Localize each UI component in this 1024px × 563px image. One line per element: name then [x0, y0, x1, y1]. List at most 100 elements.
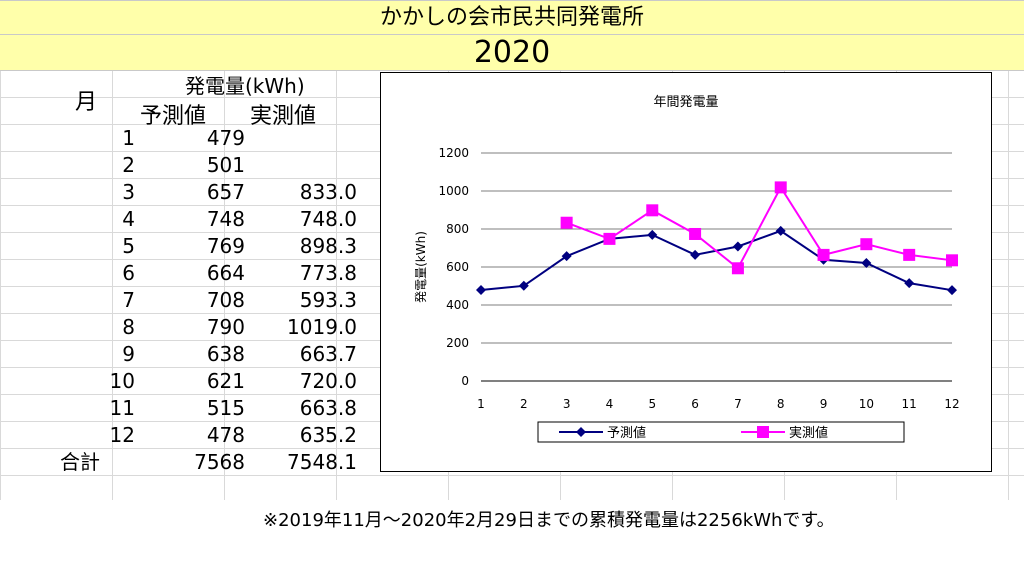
data-point	[775, 225, 786, 236]
table-row: 8 790 1019.0	[25, 314, 360, 341]
actual-cell: 635.2	[299, 423, 357, 447]
actual-cell: 663.7	[299, 342, 357, 366]
month-cell: 5	[122, 234, 135, 258]
table-rows: 1 479 2 501 3 657 833.0 4 748 748.0 5 769 898.3 …	[25, 125, 360, 476]
predicted-cell: 748	[206, 207, 245, 231]
page-title: かかしの会市民共同発電所	[0, 0, 1024, 36]
table-row: 11 515 663.8	[25, 395, 360, 422]
chart-title: 年間発電量	[653, 95, 719, 110]
month-cell: 9	[122, 342, 135, 366]
x-tick-label: 5	[648, 397, 656, 411]
predicted-header: 予測値	[140, 104, 207, 129]
actual-cell: 748.0	[299, 207, 357, 231]
y-tick-label: 1200	[438, 146, 469, 160]
data-point	[518, 280, 529, 291]
predicted-cell: 790	[206, 315, 245, 339]
month-cell: 6	[122, 261, 135, 285]
x-tick-label: 10	[859, 397, 874, 411]
x-tick-label: 3	[563, 397, 571, 411]
x-tick-label: 2	[520, 397, 528, 411]
x-tick-label: 4	[606, 397, 614, 411]
y-axis-label: 発電量(kWh)	[414, 231, 428, 303]
month-cell: 10	[109, 369, 135, 393]
table-row: 2 501	[25, 152, 360, 179]
actual-cell: 663.8	[299, 396, 357, 420]
data-point	[732, 241, 743, 252]
legend-label: 実測値	[789, 425, 828, 441]
predicted-cell: 478	[206, 423, 245, 447]
actual-cell: 833.0	[299, 180, 357, 204]
data-point	[561, 251, 572, 262]
data-point	[903, 248, 916, 261]
series-line	[566, 185, 953, 270]
predicted-cell: 638	[206, 342, 245, 366]
table-row: 9 638 663.7	[25, 341, 360, 368]
generation-header: 発電量(kWh)	[185, 74, 305, 98]
predicted-cell: 501	[206, 153, 245, 177]
month-cell: 11	[109, 396, 135, 420]
table-row: 4 748 748.0	[25, 206, 360, 233]
data-point	[774, 181, 787, 194]
x-tick-label: 1	[477, 397, 485, 411]
month-cell: 7	[122, 288, 135, 312]
y-tick-label: 400	[446, 298, 469, 312]
cumulative-note: ※2019年11月～2020年2月29日までの累積発電量は2256kWhです。	[263, 510, 835, 531]
data-point	[817, 248, 830, 261]
table-row: 10 621 720.0	[25, 368, 360, 395]
data-point	[946, 254, 958, 267]
predicted-cell: 769	[206, 234, 245, 258]
legend-marker	[757, 426, 769, 438]
x-tick-label: 12	[944, 397, 959, 411]
data-point	[560, 216, 573, 229]
total-label: 合計	[60, 450, 100, 474]
legend-label: 予測値	[607, 425, 646, 441]
x-tick-label: 8	[777, 397, 785, 411]
x-tick-label: 6	[691, 397, 699, 411]
table-row: 7 708 593.3	[25, 287, 360, 314]
month-cell: 8	[122, 315, 135, 339]
x-tick-label: 11	[902, 397, 917, 411]
data-point	[646, 204, 659, 217]
data-point	[603, 232, 616, 245]
y-tick-label: 600	[446, 260, 469, 274]
actual-cell: 593.3	[299, 288, 357, 312]
actual-cell: 773.8	[299, 261, 357, 285]
predicted-cell: 515	[206, 396, 245, 420]
actual-cell: 898.3	[299, 234, 357, 258]
table-row: 6 664 773.8	[25, 260, 360, 287]
x-tick-label: 9	[820, 397, 828, 411]
annual-generation-chart: 年間発電量 0 200 400 600 800 1000 1200 1 2 3 4 5 6 7 8 9 10 11…	[380, 72, 992, 472]
month-header: 月	[75, 90, 98, 115]
table-row: 12 478 635.2	[25, 422, 360, 449]
series-line	[480, 229, 953, 292]
y-tick-label: 0	[461, 374, 469, 388]
legend-marker	[576, 427, 586, 437]
data-point	[476, 284, 486, 295]
month-cell: 4	[122, 207, 135, 231]
total-row: 合計 7568 7548.1	[25, 449, 360, 476]
month-cell: 3	[122, 180, 135, 204]
x-tick-label: 7	[734, 397, 742, 411]
table-row: 1 479	[25, 125, 360, 152]
legend-box	[537, 421, 905, 443]
data-point	[731, 262, 744, 275]
actual-cell: 720.0	[299, 369, 357, 393]
y-tick-label: 200	[446, 336, 469, 350]
y-tick-label: 1000	[438, 184, 469, 198]
data-point	[647, 229, 658, 240]
data-point	[689, 227, 702, 240]
y-tick-label: 800	[446, 222, 469, 236]
actual-cell: 1019.0	[287, 315, 357, 339]
data-point	[904, 278, 915, 289]
month-cell: 12	[109, 423, 135, 447]
predicted-cell: 664	[206, 261, 245, 285]
total-actual: 7548.1	[287, 450, 357, 474]
actual-header: 実測値	[250, 104, 317, 129]
data-point	[861, 258, 872, 269]
month-cell: 2	[122, 153, 135, 177]
year-heading: 2020	[0, 34, 1024, 71]
table-row: 5 769 898.3	[25, 233, 360, 260]
data-point	[690, 249, 701, 260]
table-row: 3 657 833.0	[25, 179, 360, 206]
